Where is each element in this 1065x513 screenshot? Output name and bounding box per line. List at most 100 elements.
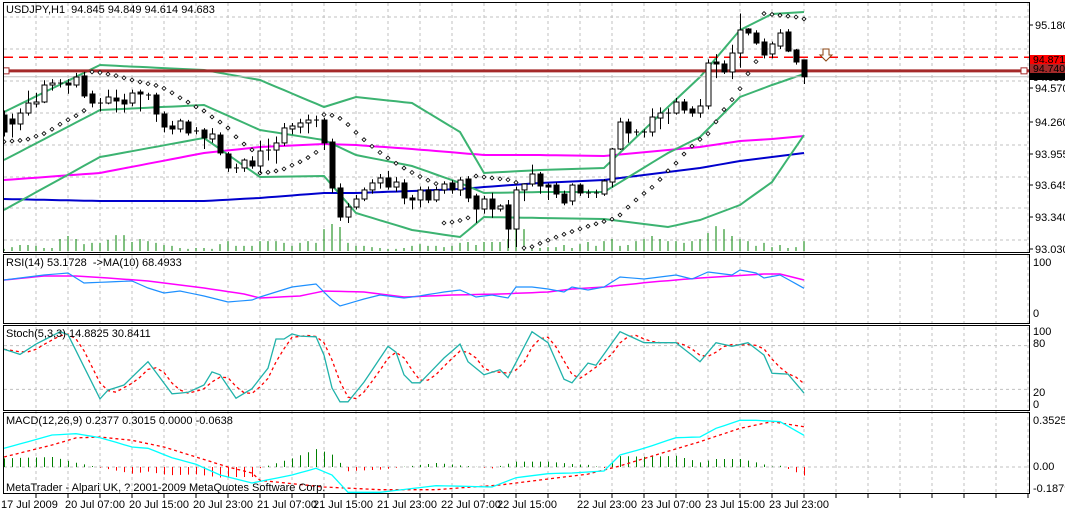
candle[interactable] <box>753 30 760 45</box>
candle[interactable] <box>529 164 536 187</box>
candle[interactable] <box>329 138 336 193</box>
candle[interactable] <box>745 28 752 36</box>
candle[interactable] <box>505 200 512 248</box>
candle[interactable] <box>793 48 800 65</box>
candle[interactable] <box>249 156 256 169</box>
candle[interactable] <box>642 129 647 138</box>
candle[interactable] <box>577 183 584 196</box>
candle[interactable] <box>321 117 328 151</box>
candle[interactable] <box>521 183 528 202</box>
candle[interactable] <box>673 97 680 115</box>
candle[interactable] <box>73 72 80 88</box>
candle[interactable] <box>89 90 96 108</box>
candle[interactable] <box>58 79 63 88</box>
candle[interactable] <box>146 92 151 101</box>
candle[interactable] <box>2 110 8 137</box>
candle[interactable] <box>201 128 208 149</box>
candle[interactable] <box>81 71 88 98</box>
candle[interactable] <box>545 183 552 201</box>
candle[interactable] <box>281 122 288 146</box>
candle[interactable] <box>465 176 472 203</box>
candle[interactable] <box>729 44 736 80</box>
candle[interactable] <box>289 122 296 135</box>
candle[interactable] <box>305 114 312 134</box>
candle[interactable] <box>113 89 120 113</box>
candle[interactable] <box>121 93 128 113</box>
candle[interactable] <box>241 158 248 172</box>
candle[interactable] <box>266 138 271 161</box>
candle[interactable] <box>9 113 16 138</box>
rsi-panel[interactable] <box>4 269 805 307</box>
candle[interactable] <box>769 41 776 59</box>
candle[interactable] <box>345 203 352 223</box>
candle[interactable] <box>169 120 176 135</box>
candle[interactable] <box>705 59 712 110</box>
candle[interactable] <box>657 107 664 130</box>
candle[interactable] <box>433 186 440 203</box>
candle[interactable] <box>457 177 464 196</box>
candle[interactable] <box>194 127 199 135</box>
candle[interactable] <box>209 128 216 143</box>
candle[interactable] <box>634 129 639 136</box>
candle[interactable] <box>649 108 656 137</box>
candle[interactable] <box>49 79 56 91</box>
price-panel[interactable] <box>2 10 1029 251</box>
candle[interactable] <box>609 147 616 188</box>
candle[interactable] <box>441 181 448 194</box>
candle[interactable] <box>161 111 168 133</box>
candle[interactable] <box>481 195 488 214</box>
candle[interactable] <box>666 108 671 124</box>
candle[interactable] <box>409 194 416 210</box>
candle[interactable] <box>553 182 560 198</box>
level-handle-left[interactable] <box>3 67 10 75</box>
candle[interactable] <box>449 180 456 194</box>
candle[interactable] <box>425 186 432 204</box>
candle[interactable] <box>137 89 144 112</box>
candle[interactable] <box>801 59 808 84</box>
candle[interactable] <box>401 179 408 205</box>
candle[interactable] <box>721 60 728 74</box>
candle[interactable] <box>98 97 103 112</box>
candle[interactable] <box>785 29 792 53</box>
down-arrow-icon[interactable] <box>818 48 834 62</box>
candle[interactable] <box>537 171 544 194</box>
stochastic-panel[interactable] <box>4 330 805 403</box>
candle[interactable] <box>33 92 40 108</box>
candle[interactable] <box>353 194 360 210</box>
candle[interactable] <box>314 115 319 128</box>
candle[interactable] <box>594 189 599 198</box>
candle[interactable] <box>586 189 591 198</box>
candle[interactable] <box>393 177 400 192</box>
candle[interactable] <box>713 54 720 79</box>
candle[interactable] <box>489 192 496 218</box>
candle[interactable] <box>625 118 632 143</box>
candle[interactable] <box>473 193 480 223</box>
candle[interactable] <box>65 79 72 94</box>
macd-panel[interactable] <box>4 419 805 493</box>
candle[interactable] <box>177 118 184 133</box>
candle[interactable] <box>561 190 568 206</box>
candle[interactable] <box>17 108 24 131</box>
candle[interactable] <box>497 204 504 212</box>
level-handle-right[interactable] <box>1020 67 1028 75</box>
candle[interactable] <box>369 179 376 194</box>
candle[interactable] <box>234 163 239 173</box>
candle[interactable] <box>777 29 784 49</box>
candle[interactable] <box>257 140 264 173</box>
candle[interactable] <box>105 89 112 105</box>
candle[interactable] <box>377 174 384 189</box>
candle[interactable] <box>337 183 344 221</box>
candle[interactable] <box>25 90 32 116</box>
candle[interactable] <box>417 186 424 208</box>
candle[interactable] <box>697 98 704 118</box>
candle[interactable] <box>225 152 232 172</box>
candle[interactable] <box>761 38 768 59</box>
candle[interactable] <box>129 89 136 107</box>
candle[interactable] <box>361 187 368 202</box>
candle[interactable] <box>273 136 280 164</box>
candle[interactable] <box>569 183 576 206</box>
candle[interactable] <box>217 132 224 156</box>
candle[interactable] <box>601 179 608 196</box>
candle[interactable] <box>513 186 520 247</box>
